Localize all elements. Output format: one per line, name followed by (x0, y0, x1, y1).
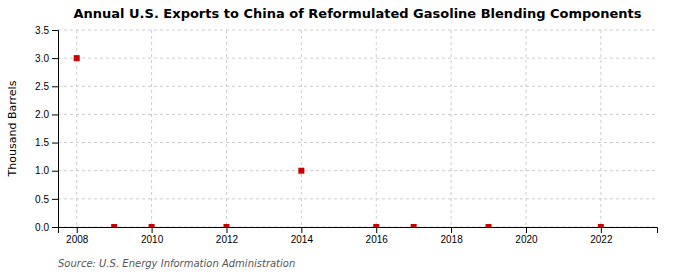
y-tick-label: 1.5 (35, 137, 49, 148)
point (486, 224, 492, 227)
y-tick: 1.5 (35, 137, 58, 148)
x-tick-label: 2010 (141, 234, 164, 245)
y-tick: 1.0 (35, 165, 58, 176)
y-tick-mark (52, 171, 58, 172)
y-tick-mark (52, 58, 58, 59)
point (598, 224, 604, 227)
y-tick-label: 3.0 (35, 53, 49, 64)
y-axis-label: Thousand Barrels (6, 80, 19, 177)
x-tick-label: 2012 (216, 234, 239, 245)
y-tick-mark (52, 114, 58, 115)
y-tick: 3.5 (35, 25, 58, 36)
annotation: Source: U.S. Energy Information Administ… (58, 258, 295, 269)
grid-line-y (58, 58, 657, 59)
point (411, 224, 417, 227)
y-tick-label: 1.0 (35, 165, 49, 176)
y-axis-line (52, 31, 59, 228)
y-tick-label: 0.0 (35, 222, 49, 233)
x-tick: 2020 (515, 227, 538, 245)
x-tick: 2016 (366, 227, 389, 245)
y-tick-label: 3.5 (35, 25, 49, 36)
points (74, 55, 604, 227)
grid (58, 30, 657, 227)
y-tick-mark (52, 227, 58, 228)
chart: 2008 2010 2012 2014 2016 2018 2020 2022 0.0 0.5 1.… (0, 0, 675, 275)
grid-line-y (58, 114, 657, 115)
grid-line-y (58, 142, 657, 143)
point (223, 224, 229, 227)
x-tick-mark (451, 227, 452, 233)
y-tick-label: 2.0 (35, 109, 49, 120)
x-tick: 2022 (590, 227, 613, 245)
point (298, 168, 304, 174)
y-tick-mark (52, 30, 58, 31)
plot-area: 2008 2010 2012 2014 2016 2018 2020 2022 0.0 0.5 1.… (35, 25, 657, 245)
x-tick-mark (601, 227, 602, 233)
x-tick-label: 2018 (440, 234, 463, 245)
x-tick-label: 2008 (66, 234, 89, 245)
x-tick-label: 2014 (291, 234, 314, 245)
x-tick: 2012 (216, 227, 239, 245)
y-tick: 3.0 (35, 53, 58, 64)
y-tick: 0.0 (35, 222, 58, 233)
x-tick-mark (226, 227, 227, 233)
title: Annual U.S. Exports to China of Reformul… (73, 6, 641, 21)
x-tick: 2014 (291, 227, 314, 245)
x-tick-label: 2016 (366, 234, 389, 245)
x-tick-mark (376, 227, 377, 233)
x-tick-mark (526, 227, 527, 233)
x-tick-label: 2020 (515, 234, 538, 245)
y-tick: 2.0 (35, 109, 58, 120)
x-tick: 2010 (141, 227, 164, 245)
grid-line-x (301, 30, 302, 227)
x-tick-label: 2022 (590, 234, 613, 245)
grid-line-x (151, 30, 152, 227)
y-tick-label: 0.5 (35, 194, 49, 205)
grid-line-x (451, 30, 452, 227)
x-tick-mark (152, 227, 153, 233)
point (373, 224, 379, 227)
x-axis: 2008 2010 2012 2014 2016 2018 2020 2022 (59, 227, 658, 245)
x-axis-line (59, 228, 658, 234)
x-tick-mark (77, 227, 78, 233)
y-tick-mark (52, 199, 58, 200)
grid-line-x (376, 30, 377, 227)
grid-line-y (58, 30, 657, 31)
grid-line-x (525, 30, 526, 227)
y-tick-mark (52, 143, 58, 144)
y-tick-label: 2.5 (35, 81, 49, 92)
x-tick: 2008 (66, 227, 89, 245)
y-tick: 0.5 (35, 194, 58, 205)
x-tick: 2018 (440, 227, 463, 245)
grid-line-y (58, 86, 657, 87)
grid-line-y (58, 170, 657, 171)
grid-line-x (226, 30, 227, 227)
point (74, 55, 80, 61)
x-tick-mark (301, 227, 302, 233)
grid-line-x (600, 30, 601, 227)
grid-line-y (58, 198, 657, 199)
y-tick-mark (52, 86, 58, 87)
y-tick: 2.5 (35, 81, 58, 92)
point (149, 224, 155, 227)
y-axis: 0.0 0.5 1.0 1.5 2.0 2.5 3.0 3.5 (35, 25, 58, 233)
point (111, 224, 117, 227)
